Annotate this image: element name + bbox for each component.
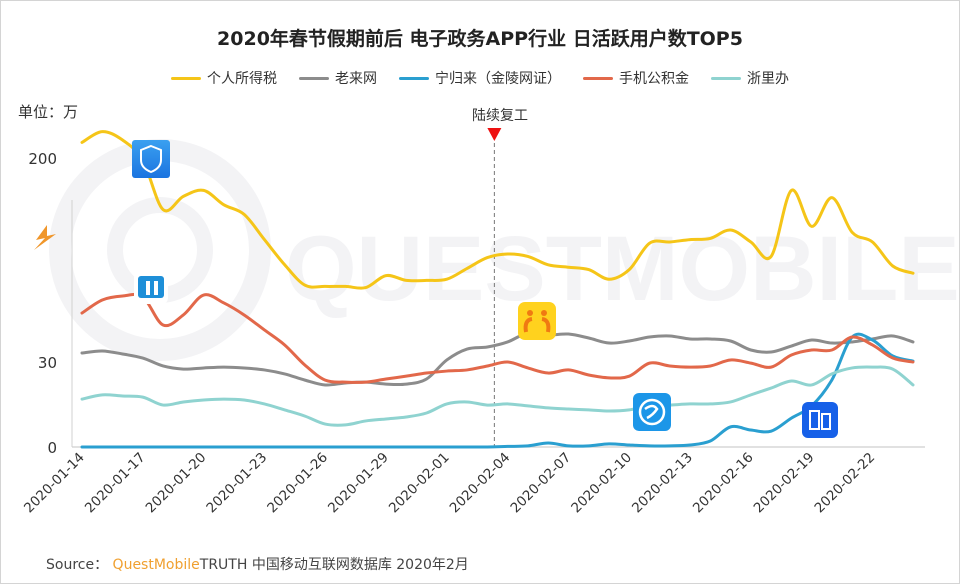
x-tick-label: 2020-01-23: [203, 450, 270, 517]
source-text: TRUTH 中国移动互联网数据库 2020年2月: [199, 557, 469, 573]
x-tick-label: 2020-02-07: [507, 450, 574, 517]
laolaiwang-app-icon: [518, 302, 556, 340]
y-tick-label: 30: [38, 354, 57, 372]
series-line-3: [80, 292, 915, 384]
legend-label: 个人所得税: [207, 71, 277, 87]
x-tick-label: 2020-02-04: [447, 450, 514, 517]
annotation-label: 陆续复工: [472, 108, 528, 124]
x-tick-label: 2020-02-19: [751, 450, 818, 517]
legend-item[interactable]: 宁归来（金陵网证）: [399, 68, 561, 88]
x-tick-label: 2020-02-13: [629, 450, 696, 517]
x-tick-label: 2020-02-01: [386, 450, 453, 517]
y-tick-label: 200: [28, 150, 57, 168]
x-tick-label: 2020-01-14: [21, 450, 88, 517]
legend-label: 宁归来（金陵网证）: [435, 71, 561, 87]
series-line-2: [80, 332, 915, 449]
legend-line-marker: [583, 76, 613, 80]
annotation-marker-icon: [487, 128, 502, 141]
chart-title: 2020年春节假期前后 电子政务APP行业 日活跃用户数TOP5: [217, 28, 743, 50]
tax-app-icon: [132, 140, 170, 178]
y-tick-label: 0: [47, 439, 57, 457]
legend-item[interactable]: 个人所得税: [171, 68, 277, 88]
legend-item[interactable]: 手机公积金: [583, 68, 689, 88]
x-tick-label: 2020-02-16: [690, 450, 757, 517]
legend-line-marker: [299, 76, 329, 80]
legend: 个人所得税 老来网 宁归来（金陵网证） 手机公积金 浙里办: [0, 68, 960, 88]
housing-fund-app-icon: [802, 402, 838, 438]
y-axis-unit: 单位：万: [18, 103, 79, 121]
x-tick-label: 2020-01-26: [264, 450, 331, 517]
ningguilai-app-icon: [633, 393, 671, 431]
x-tick-label: 2020-01-29: [325, 450, 392, 517]
x-tick-label: 2020-02-22: [811, 450, 878, 517]
legend-label: 老来网: [335, 71, 377, 87]
source-brand: QuestMobile: [112, 557, 200, 573]
series-line-0: [80, 130, 915, 290]
watermark: QUESTMOBILE: [49, 139, 960, 361]
legend-line-marker: [399, 76, 429, 80]
series-line-4: [80, 365, 915, 427]
axis-break-icon: [34, 225, 56, 250]
x-tick-label: 2020-01-20: [143, 450, 210, 517]
x-tick-label: 2020-02-10: [568, 450, 635, 517]
legend-line-marker: [171, 76, 201, 80]
beijingtong-app-icon: [134, 272, 168, 304]
x-tick-label: 2020-01-17: [82, 450, 149, 517]
watermark-text: QUESTMOBILE: [285, 218, 960, 320]
source-prefix: Source：: [46, 557, 109, 573]
source-note: Source： QuestMobileTRUTH 中国移动互联网数据库 2020…: [46, 554, 469, 574]
legend-label: 手机公积金: [619, 71, 689, 87]
legend-line-marker: [711, 76, 741, 80]
legend-item[interactable]: 老来网: [299, 68, 377, 88]
legend-label: 浙里办: [747, 71, 789, 87]
legend-item[interactable]: 浙里办: [711, 68, 789, 88]
series-line-1: [80, 331, 915, 387]
